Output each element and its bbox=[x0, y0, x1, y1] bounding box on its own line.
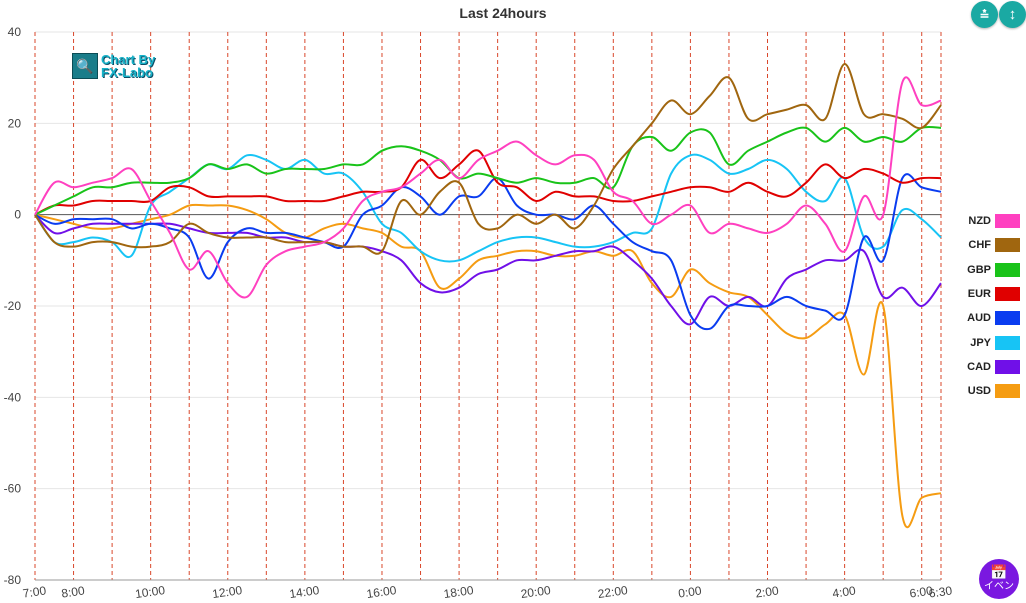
series-line-usd bbox=[34, 203, 942, 528]
legend-item-gbp[interactable]: GBP bbox=[950, 258, 1020, 282]
legend-label: CHF bbox=[968, 239, 991, 252]
legend-item-usd[interactable]: USD bbox=[950, 379, 1020, 403]
event-button[interactable]: 📅 イベン bbox=[979, 559, 1019, 599]
legend-swatch bbox=[995, 262, 1020, 277]
x-tick-label: 8:00 bbox=[60, 583, 85, 600]
legend-swatch bbox=[995, 335, 1020, 350]
x-tick-label: 16:00 bbox=[366, 583, 398, 601]
legend-item-nzd[interactable]: NZD bbox=[950, 209, 1020, 233]
legend-label: USD bbox=[967, 385, 991, 398]
legend-item-aud[interactable]: AUD bbox=[950, 306, 1020, 330]
legend-label: CAD bbox=[967, 360, 991, 373]
chart-magnifier-icon: 🔍 bbox=[72, 53, 98, 79]
y-tick-label: -40 bbox=[4, 390, 22, 404]
legend-label: EUR bbox=[967, 288, 991, 301]
y-tick-label: 20 bbox=[8, 116, 22, 130]
legend-swatch bbox=[995, 287, 1020, 302]
x-tick-label: 20:00 bbox=[520, 583, 552, 601]
legend-item-chf[interactable]: CHF bbox=[950, 233, 1020, 257]
chart-legend: NZD CHF GBP EUR AUD JPY CAD USD bbox=[950, 209, 1020, 403]
series-line-jpy bbox=[34, 153, 942, 263]
x-tick-label: 6:30 bbox=[928, 583, 953, 600]
x-tick-label: 4:00 bbox=[832, 583, 857, 600]
legend-swatch bbox=[995, 311, 1020, 326]
legend-item-jpy[interactable]: JPY bbox=[950, 330, 1020, 354]
legend-swatch bbox=[995, 214, 1020, 229]
collapse-vertical-icon: ⩮ bbox=[980, 6, 989, 23]
legend-swatch bbox=[995, 384, 1020, 399]
y-tick-label: -60 bbox=[4, 482, 22, 496]
legend-swatch bbox=[995, 359, 1020, 374]
collapse-button[interactable]: ⩮ bbox=[971, 1, 998, 28]
event-button-label: イベン bbox=[984, 581, 1014, 592]
y-tick-label: -80 bbox=[4, 573, 22, 587]
y-tick-label: -20 bbox=[4, 299, 22, 313]
calendar-icon: 📅 bbox=[990, 564, 1008, 580]
y-tick-label: 40 bbox=[8, 25, 22, 39]
brand-line-2: FX-Labo bbox=[101, 65, 153, 80]
legend-swatch bbox=[995, 238, 1020, 253]
chart-title: Last 24hours bbox=[459, 5, 547, 21]
brand-line-1: Chart By bbox=[101, 52, 156, 67]
legend-label: GBP bbox=[967, 263, 991, 276]
x-tick-label: 22:00 bbox=[597, 583, 629, 601]
x-tick-label: 10:00 bbox=[134, 583, 166, 601]
expand-vertical-icon: ↕ bbox=[1008, 6, 1017, 23]
series-line-cad bbox=[34, 213, 942, 326]
series-line-nzd bbox=[34, 76, 942, 299]
legend-item-eur[interactable]: EUR bbox=[950, 282, 1020, 306]
x-tick-label: 12:00 bbox=[211, 583, 243, 601]
legend-label: AUD bbox=[967, 312, 991, 325]
legend-label: NZD bbox=[968, 215, 991, 228]
expand-button[interactable]: ↕ bbox=[999, 1, 1026, 28]
x-tick-label: 0:00 bbox=[677, 583, 702, 600]
legend-label: JPY bbox=[970, 336, 991, 349]
brand-logo: 🔍 Chart By FX-Labo bbox=[72, 53, 155, 79]
legend-item-cad[interactable]: CAD bbox=[950, 355, 1020, 379]
series-line-eur bbox=[34, 149, 942, 216]
x-tick-label: 7:00 bbox=[22, 583, 47, 600]
x-tick-label: 18:00 bbox=[443, 583, 475, 601]
y-tick-label: 0 bbox=[14, 208, 21, 222]
series-line-chf bbox=[34, 62, 942, 255]
series-line-gbp bbox=[34, 125, 942, 216]
x-tick-label: 14:00 bbox=[288, 583, 320, 601]
x-tick-label: 2:00 bbox=[754, 583, 779, 600]
x-tick-label: 6:00 bbox=[909, 583, 934, 600]
